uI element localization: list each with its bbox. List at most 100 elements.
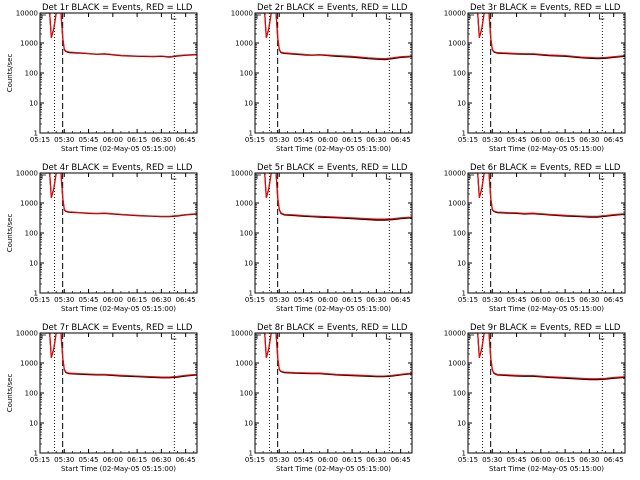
x-tick-label: 06:30 xyxy=(366,296,386,304)
x-tick-label: 05:45 xyxy=(78,456,98,464)
series-group xyxy=(255,333,412,378)
x-tick-label: 05:30 xyxy=(482,296,502,304)
y-tick-label: 10 xyxy=(457,100,466,108)
y-tick-label: 10 xyxy=(29,100,38,108)
x-tick-label: 06:15 xyxy=(342,296,362,304)
series-line-events xyxy=(255,333,412,378)
panel-2: 1 10 100 1000 10000 05:15 05:30 05:45 06:00 06:15… xyxy=(231,3,413,153)
corner-mark-left xyxy=(469,334,474,339)
y-tick-label: 1000 xyxy=(448,200,466,208)
panel-7: 1 10 100 1000 10000 05:15 05:30 05:45 06:00 06:15… xyxy=(6,323,198,473)
panel-title: Det 2r BLACK = Events, RED = LLD xyxy=(257,3,408,13)
x-tick-label: 06:30 xyxy=(151,296,171,304)
x-tick-label: 06:00 xyxy=(318,456,338,464)
series-line-events xyxy=(468,173,625,218)
plot-frame xyxy=(39,332,198,454)
x-axis-label: Start Time (02-May-05 05:15:00) xyxy=(276,465,391,473)
y-axis-label: Counts/sec xyxy=(6,374,14,413)
y-tick-label: 10000 xyxy=(231,10,253,18)
x-tick-label: 05:45 xyxy=(293,136,313,144)
y-tick-label: 100 xyxy=(240,390,253,398)
x-axis-label: Start Time (02-May-05 05:15:00) xyxy=(489,305,604,313)
series-line-lld xyxy=(40,333,197,378)
x-axis-label: Start Time (02-May-05 05:15:00) xyxy=(61,145,176,153)
x-tick-label: 06:45 xyxy=(604,456,624,464)
corner-mark-right xyxy=(598,14,605,20)
x-tick-label: 06:15 xyxy=(555,456,575,464)
x-tick-label: 06:00 xyxy=(103,296,123,304)
y-tick-label: 1000 xyxy=(20,40,38,48)
corner-mark-left xyxy=(256,334,261,339)
series-group xyxy=(40,333,197,379)
series-group xyxy=(468,173,625,218)
y-tick-label: 10 xyxy=(29,420,38,428)
x-axis-label: Start Time (02-May-05 05:15:00) xyxy=(489,465,604,473)
y-tick-label: 10000 xyxy=(444,170,466,178)
y-tick-label: 100 xyxy=(240,230,253,238)
y-tick-label: 10 xyxy=(244,100,253,108)
x-tick-label: 05:15 xyxy=(458,136,478,144)
y-tick-label: 100 xyxy=(453,390,466,398)
x-tick-label: 06:15 xyxy=(342,456,362,464)
x-tick-label: 06:15 xyxy=(555,136,575,144)
panel-title: Det 5r BLACK = Events, RED = LLD xyxy=(257,163,408,173)
x-tick-label: 05:45 xyxy=(78,136,98,144)
plot-frame xyxy=(254,172,413,294)
y-tick-label: 100 xyxy=(25,70,38,78)
x-tick-label: 05:30 xyxy=(482,136,502,144)
y-axis-label: Counts/sec xyxy=(6,214,14,253)
corner-mark-left xyxy=(41,14,46,19)
x-tick-label: 05:30 xyxy=(269,456,289,464)
y-tick-label: 10000 xyxy=(444,10,466,18)
corner-mark-left xyxy=(256,14,261,19)
x-tick-label: 06:45 xyxy=(176,456,196,464)
corner-mark-right xyxy=(385,174,392,180)
series-group xyxy=(40,13,197,58)
y-tick-label: 100 xyxy=(453,70,466,78)
y-tick-label: 1 xyxy=(249,450,253,458)
series-group xyxy=(40,173,197,218)
series-line-lld xyxy=(255,13,412,60)
x-tick-label: 05:15 xyxy=(245,296,265,304)
x-tick-label: 05:45 xyxy=(293,456,313,464)
y-tick-label: 1 xyxy=(249,290,253,298)
y-tick-label: 1 xyxy=(34,290,38,298)
x-tick-label: 06:15 xyxy=(127,136,147,144)
y-tick-label: 10000 xyxy=(16,330,38,338)
series-line-lld xyxy=(40,173,197,217)
y-tick-label: 10 xyxy=(244,260,253,268)
corner-mark-right xyxy=(598,174,605,180)
x-tick-label: 06:15 xyxy=(127,456,147,464)
y-tick-label: 10 xyxy=(29,260,38,268)
series-line-events xyxy=(40,13,197,58)
panel-title: Det 3r BLACK = Events, RED = LLD xyxy=(470,3,621,13)
series-line-events xyxy=(255,13,412,61)
y-tick-label: 1000 xyxy=(235,40,253,48)
series-group xyxy=(255,173,412,221)
x-tick-label: 05:30 xyxy=(54,296,74,304)
x-tick-label: 05:15 xyxy=(458,456,478,464)
x-tick-label: 06:15 xyxy=(127,296,147,304)
panel-8: 1 10 100 1000 10000 05:15 05:30 05:45 06:00 06:15… xyxy=(231,323,413,473)
plot-frame xyxy=(467,12,626,134)
y-tick-label: 1 xyxy=(249,130,253,138)
y-tick-label: 1 xyxy=(34,130,38,138)
x-tick-label: 06:30 xyxy=(151,136,171,144)
y-axis-label: Counts/sec xyxy=(6,54,14,93)
corner-mark-right xyxy=(385,14,392,20)
y-tick-label: 1000 xyxy=(448,40,466,48)
series-line-events xyxy=(40,333,197,379)
x-tick-label: 05:45 xyxy=(506,136,526,144)
y-tick-label: 1 xyxy=(462,130,466,138)
y-tick-label: 1 xyxy=(34,450,38,458)
y-tick-label: 10 xyxy=(457,420,466,428)
x-axis-label: Start Time (02-May-05 05:15:00) xyxy=(61,305,176,313)
plot-frame xyxy=(254,12,413,134)
plot-frame xyxy=(467,332,626,454)
y-tick-label: 100 xyxy=(25,390,38,398)
series-line-events xyxy=(40,173,197,218)
x-tick-label: 05:30 xyxy=(269,296,289,304)
x-tick-label: 06:15 xyxy=(342,136,362,144)
panel-6: 1 10 100 1000 10000 05:15 05:30 05:45 06:00 06:15… xyxy=(444,163,626,313)
